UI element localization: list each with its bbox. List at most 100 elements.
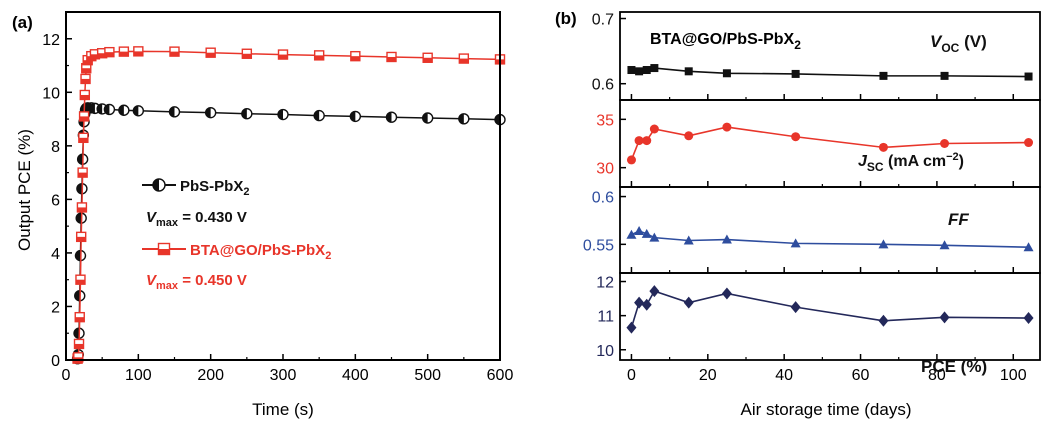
data-point-fill bbox=[80, 94, 90, 100]
data-point bbox=[626, 155, 636, 165]
data-point bbox=[78, 111, 90, 122]
data-point-fill bbox=[75, 317, 85, 322]
data-point bbox=[78, 132, 89, 144]
x-tick-label: 600 bbox=[487, 367, 514, 384]
data-point-fill bbox=[278, 109, 283, 120]
y-tick-label: 0.7 bbox=[592, 12, 614, 29]
subpanel-frame bbox=[619, 186, 1041, 274]
data-point-fill bbox=[118, 105, 124, 116]
data-point bbox=[1024, 72, 1033, 81]
data-point bbox=[642, 136, 652, 146]
data-point bbox=[118, 104, 130, 116]
panel-b-x-axis-label: Air storage time (days) bbox=[741, 400, 912, 419]
x-tick-label: 100 bbox=[125, 367, 152, 384]
series-line bbox=[630, 290, 1029, 328]
y-tick-label: 8 bbox=[51, 139, 60, 156]
panel-a-y-axis-label: Output PCE (%) bbox=[15, 129, 34, 251]
data-point bbox=[721, 287, 732, 300]
data-point bbox=[241, 108, 253, 120]
data-point bbox=[626, 229, 637, 239]
data-point bbox=[118, 46, 130, 57]
pce-label: PCE (%) bbox=[921, 357, 987, 376]
legend-marker-circle bbox=[152, 178, 166, 192]
panel-a-frame bbox=[65, 11, 501, 361]
data-point-fill bbox=[75, 279, 85, 285]
data-point-fill bbox=[459, 58, 469, 64]
data-point bbox=[1023, 312, 1034, 325]
data-point-fill bbox=[386, 112, 392, 123]
data-point-fill bbox=[119, 51, 129, 57]
legend-marker-bta bbox=[157, 242, 171, 256]
data-point-fill bbox=[78, 137, 88, 143]
data-point bbox=[791, 69, 800, 78]
y-tick-label: 2 bbox=[51, 299, 60, 316]
data-point bbox=[350, 50, 361, 62]
data-point bbox=[168, 106, 181, 118]
data-point-fill bbox=[350, 111, 356, 122]
data-point bbox=[642, 66, 651, 75]
data-point-fill bbox=[422, 113, 428, 124]
data-point bbox=[722, 122, 732, 132]
y-tick-label: 4 bbox=[51, 246, 60, 263]
data-point bbox=[349, 110, 362, 123]
x-tick-label: 400 bbox=[342, 367, 369, 384]
data-point-fill bbox=[76, 183, 82, 194]
data-point bbox=[133, 46, 144, 57]
data-point bbox=[878, 239, 889, 249]
panel-b-title: BTA@GO/PbS-PbX2 bbox=[650, 31, 801, 52]
data-point bbox=[649, 285, 660, 298]
series-line bbox=[76, 50, 501, 360]
data-point-fill bbox=[133, 51, 143, 56]
y-tick-label: 12 bbox=[42, 32, 60, 49]
data-point bbox=[635, 67, 644, 76]
data-point-fill bbox=[77, 154, 83, 165]
y-tick-label: 12 bbox=[596, 275, 614, 292]
data-point bbox=[641, 228, 652, 238]
data-point bbox=[73, 338, 85, 350]
x-tick-label: 300 bbox=[270, 367, 297, 384]
data-point bbox=[684, 131, 694, 141]
data-point bbox=[940, 71, 949, 80]
data-point-fill bbox=[83, 60, 93, 65]
data-point bbox=[722, 69, 731, 78]
data-point-fill bbox=[350, 56, 360, 61]
data-point-fill bbox=[133, 105, 139, 116]
y-tick-label: 11 bbox=[597, 309, 614, 326]
data-point-fill bbox=[97, 53, 107, 58]
x-tick-label: 0 bbox=[627, 367, 636, 384]
data-point-fill bbox=[74, 328, 80, 339]
y-tick-label: 0 bbox=[51, 353, 60, 370]
x-tick-label: 500 bbox=[414, 367, 441, 384]
data-point bbox=[458, 53, 470, 64]
data-point-fill bbox=[74, 343, 84, 349]
panel-a-legend: PbS-PbX2 Vmax = 0.430 V BTA@GO/PbS-PbX2 … bbox=[142, 178, 331, 292]
panel-b-label: (b) bbox=[555, 9, 577, 28]
data-point bbox=[385, 111, 398, 123]
legend-marker-square-fill bbox=[158, 249, 170, 255]
data-point bbox=[422, 52, 433, 63]
data-point bbox=[790, 238, 801, 248]
data-point-fill bbox=[278, 54, 288, 60]
panel-a: (a) Output PCE (%) Time (s) 0 100 200 300 40… bbox=[12, 11, 514, 419]
data-point bbox=[458, 113, 470, 125]
data-point bbox=[80, 73, 91, 85]
subpanel-frame bbox=[619, 11, 1041, 101]
data-point bbox=[878, 314, 889, 327]
y-tick-label: 35 bbox=[596, 112, 614, 129]
panel-a-label: (a) bbox=[12, 13, 33, 32]
data-point-fill bbox=[387, 56, 396, 62]
y-tick-label: 30 bbox=[596, 161, 614, 178]
y-tick-label: 0.55 bbox=[583, 237, 614, 254]
y-tick-label: 0.6 bbox=[592, 190, 614, 207]
legend-label-bta: BTA@GO/PbS-PbX2 bbox=[190, 242, 331, 262]
data-point bbox=[649, 232, 660, 242]
x-tick-label: 60 bbox=[852, 367, 870, 384]
x-tick-label: 80 bbox=[928, 367, 946, 384]
data-point-fill bbox=[90, 54, 100, 59]
panel-a-x-axis-label: Time (s) bbox=[252, 400, 314, 419]
data-point-fill bbox=[97, 103, 103, 114]
data-point-fill bbox=[241, 108, 247, 119]
x-tick-label: 100 bbox=[1000, 367, 1027, 384]
data-point bbox=[683, 235, 694, 245]
